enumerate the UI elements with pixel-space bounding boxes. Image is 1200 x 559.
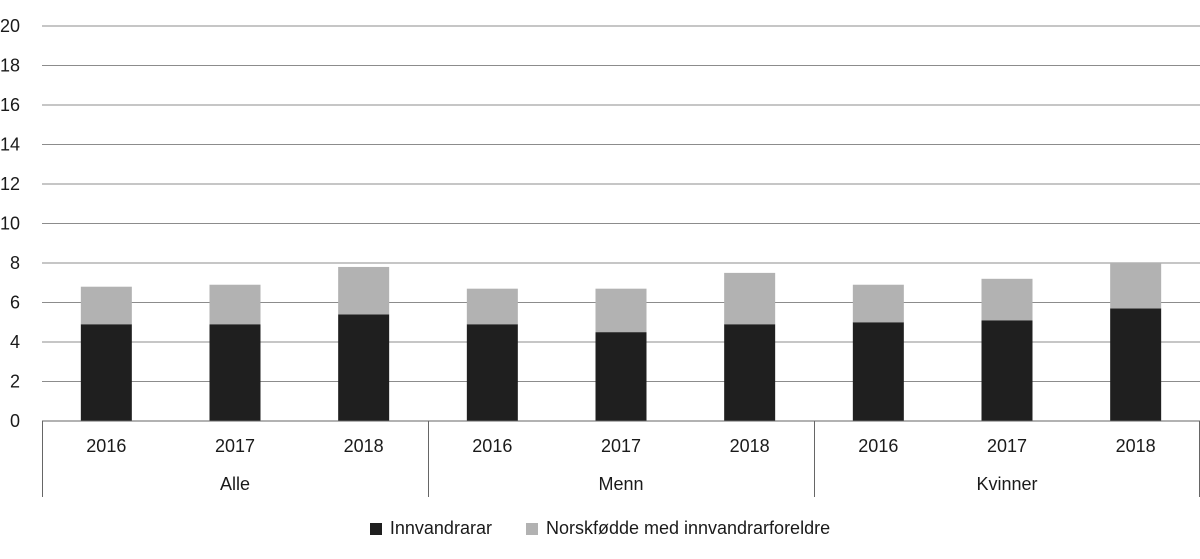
y-tick-label: 6 [10, 293, 20, 313]
y-tick-label: 0 [10, 411, 20, 431]
bar-innvandrarar [80, 324, 132, 421]
y-tick-label: 2 [10, 372, 20, 392]
legend: Innvandrarar Norskfødde med innvandrarfo… [0, 518, 1200, 539]
legend-label-innvandrarar: Innvandrarar [389, 518, 492, 538]
bar-innvandrarar [1110, 308, 1162, 421]
y-tick-label: 10 [0, 214, 20, 234]
x-group-label: Menn [598, 474, 643, 494]
bar-norskfodde [466, 288, 518, 325]
bar-innvandrarar [595, 332, 647, 421]
x-tick-label: 2018 [730, 436, 770, 456]
x-tick-label: 2017 [215, 436, 255, 456]
y-tick-label: 4 [10, 332, 20, 352]
y-axis-tick-labels: 0 2 4 6 8 10 12 14 16 18 20 [0, 16, 20, 431]
bar-norskfodde [981, 278, 1033, 321]
bar-norskfodde [1110, 263, 1162, 309]
x-tick-label: 2018 [344, 436, 384, 456]
bar-innvandrarar [852, 322, 904, 421]
legend-item-norskfodde: Norskfødde med innvandrarforeldre [525, 518, 831, 539]
bar-innvandrarar [981, 320, 1033, 421]
y-tick-label: 12 [0, 174, 20, 194]
bar-norskfodde [338, 266, 390, 315]
x-tick-label: 2017 [987, 436, 1027, 456]
bar-norskfodde [595, 288, 647, 333]
x-group-label: Kvinner [976, 474, 1037, 494]
x-tick-label: 2016 [472, 436, 512, 456]
bar-innvandrarar [209, 324, 261, 421]
legend-label-norskfodde: Norskfødde med innvandrarforeldre [545, 518, 831, 538]
bar-norskfodde [852, 284, 904, 323]
x-tick-label: 2016 [858, 436, 898, 456]
bar-innvandrarar [338, 314, 390, 421]
y-tick-label: 16 [0, 95, 20, 115]
y-tick-label: 20 [0, 16, 20, 36]
x-tick-label: 2017 [601, 436, 641, 456]
x-group-label: Alle [220, 474, 250, 494]
legend-swatch-norskfodde [525, 522, 538, 535]
bar-norskfodde [724, 272, 776, 325]
bar-norskfodde [209, 284, 261, 325]
bar-norskfodde [80, 286, 132, 325]
bar-innvandrarar [724, 324, 776, 421]
bar-innvandrarar [466, 324, 518, 421]
bars [80, 263, 1162, 421]
x-tick-label: 2018 [1116, 436, 1156, 456]
legend-swatch-innvandrarar [369, 522, 382, 535]
legend-item-innvandrarar: Innvandrarar [369, 518, 492, 539]
y-tick-label: 18 [0, 56, 20, 76]
y-tick-label: 8 [10, 253, 20, 273]
x-axis: 2016 2017 2018 Alle 2016 2017 2018 Menn 2016 2017… [42, 420, 1200, 497]
y-tick-label: 14 [0, 135, 20, 155]
x-tick-label: 2016 [86, 436, 126, 456]
